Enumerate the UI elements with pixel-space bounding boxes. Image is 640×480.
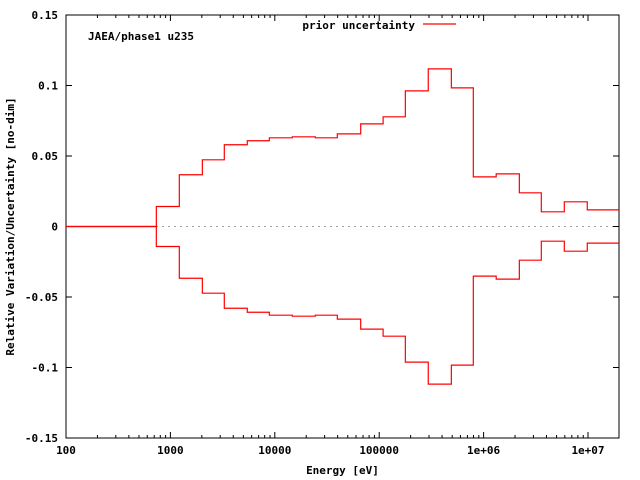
x-tick-label: 1000 bbox=[157, 444, 184, 457]
legend-label: prior uncertainty bbox=[302, 19, 415, 32]
x-tick-label: 100000 bbox=[359, 444, 399, 457]
y-tick-label: 0.1 bbox=[38, 80, 58, 93]
series-lower-step bbox=[66, 225, 619, 385]
y-tick-label: 0.05 bbox=[32, 150, 59, 163]
y-tick-label: 0.15 bbox=[32, 9, 59, 22]
x-tick-label: 100 bbox=[56, 444, 76, 457]
series-upper-step bbox=[66, 68, 619, 228]
y-axis-label: Relative Variation/Uncertainty [no-dim] bbox=[4, 97, 17, 355]
x-tick-label: 1e+07 bbox=[571, 444, 604, 457]
chart-annotation: JAEA/phase1 u235 bbox=[88, 30, 194, 43]
y-tick-label: -0.15 bbox=[25, 432, 58, 445]
y-tick-label: -0.05 bbox=[25, 291, 58, 304]
x-axis-label: Energy [eV] bbox=[306, 464, 379, 477]
y-tick-label: -0.1 bbox=[32, 362, 59, 375]
x-tick-label: 1e+06 bbox=[467, 444, 500, 457]
y-tick-label: 0 bbox=[51, 221, 58, 234]
x-tick-label: 10000 bbox=[258, 444, 291, 457]
